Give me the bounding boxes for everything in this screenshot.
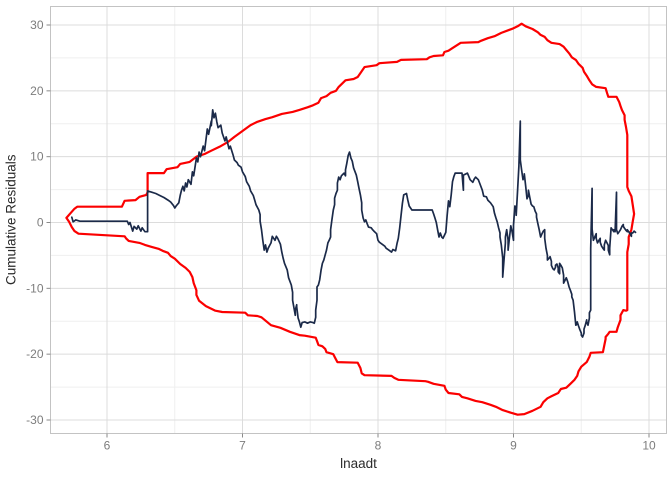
x-tick-label: 9: [510, 439, 517, 453]
x-axis-title: lnaadt: [340, 456, 377, 471]
axis-tick-labels: 6 7 8 9 10 -30 -20 -10 0 10 20 30: [26, 18, 656, 452]
envelope-line: [65, 22, 636, 416]
y-tick-label: 10: [30, 150, 44, 164]
x-tick-label: 7: [239, 439, 246, 453]
y-tick-label: 20: [30, 84, 44, 98]
grid-minor: [50, 6, 667, 434]
y-axis-title: Cumulative Residuals: [3, 154, 19, 285]
y-tick-label: 0: [37, 216, 44, 230]
y-tick-label: -30: [26, 413, 44, 427]
grid-major: [50, 6, 667, 434]
axis-ticks: [46, 24, 650, 438]
y-tick-label: -20: [26, 347, 44, 361]
y-tick-label: 30: [30, 18, 44, 32]
panel-border: [50, 6, 667, 434]
x-tick-label: 10: [642, 439, 656, 453]
residual-line: [70, 109, 637, 338]
x-tick-label: 8: [375, 439, 382, 453]
plot-series: [65, 22, 637, 416]
x-tick-label: 6: [104, 439, 111, 453]
y-tick-label: -10: [26, 281, 44, 295]
